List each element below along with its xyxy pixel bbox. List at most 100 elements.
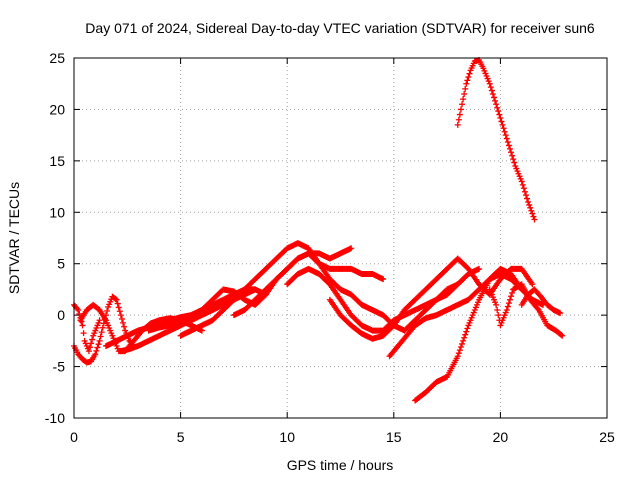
data-point-marker <box>509 289 516 296</box>
data-point-marker <box>529 281 536 288</box>
y-tick-label: 5 <box>57 256 65 272</box>
series-track-15 <box>518 286 564 317</box>
data-point-marker <box>529 210 536 217</box>
data-point-marker <box>462 85 469 92</box>
data-point-marker <box>500 125 507 132</box>
data-point-marker <box>522 192 529 199</box>
data-point-marker <box>525 199 532 205</box>
series-track-9 <box>284 265 483 334</box>
data-point-marker <box>518 178 525 185</box>
data-point-marker <box>88 340 95 347</box>
data-point-marker <box>76 310 83 317</box>
x-tick-label: 25 <box>599 429 615 445</box>
data-point-marker <box>98 329 105 336</box>
data-point-marker <box>198 327 205 334</box>
data-point-marker <box>489 91 496 97</box>
data-point-marker <box>494 307 501 313</box>
data-point-marker <box>495 312 502 319</box>
data-point-marker <box>89 336 96 343</box>
data-point-marker <box>519 181 526 188</box>
data-point-marker <box>559 332 566 339</box>
data-point-marker <box>495 108 502 115</box>
data-point-marker <box>454 121 461 128</box>
data-point-marker <box>486 80 493 87</box>
data-point-marker <box>460 96 467 103</box>
data-point-marker <box>118 316 125 322</box>
y-tick-label: 0 <box>57 307 65 323</box>
data-point-marker <box>462 331 469 338</box>
data-point-marker <box>504 303 511 310</box>
y-tick-label: 20 <box>49 101 65 117</box>
data-point-marker <box>455 350 462 357</box>
series-track-7 <box>177 240 387 339</box>
x-tick-label: 0 <box>70 429 78 445</box>
data-point-marker <box>465 74 472 81</box>
data-point-marker <box>520 185 527 192</box>
data-point-marker <box>454 353 461 360</box>
data-point-marker <box>506 145 513 152</box>
data-series <box>71 57 566 404</box>
data-point-marker <box>505 300 512 307</box>
data-point-marker <box>380 276 387 283</box>
data-point-marker <box>464 77 471 84</box>
data-point-marker <box>508 149 515 156</box>
y-tick-label: 25 <box>49 50 65 66</box>
data-point-marker <box>528 207 535 214</box>
data-point-marker <box>92 351 99 358</box>
data-point-marker <box>115 304 122 311</box>
data-point-marker <box>521 188 528 195</box>
data-point-marker <box>463 328 470 335</box>
data-point-marker <box>104 308 111 315</box>
data-point-marker <box>79 322 86 329</box>
data-point-marker <box>113 296 120 303</box>
data-point-marker <box>459 340 466 347</box>
data-point-marker <box>459 101 466 108</box>
y-axis-label: SDTVAR / TECUs <box>6 182 22 294</box>
data-point-marker <box>99 324 106 331</box>
data-point-marker <box>96 337 103 344</box>
data-point-marker <box>86 344 93 351</box>
y-tick-label: 10 <box>49 204 65 220</box>
data-point-marker <box>510 156 517 163</box>
data-point-marker <box>488 87 495 94</box>
chart-title: Day 071 of 2024, Sidereal Day-to-day VTE… <box>85 20 595 36</box>
data-point-marker <box>460 337 467 344</box>
data-point-marker <box>74 305 81 312</box>
data-point-marker <box>494 104 501 111</box>
data-point-marker <box>508 293 515 300</box>
data-point-marker <box>496 111 503 118</box>
data-point-marker <box>120 319 127 326</box>
data-point-marker <box>114 300 121 307</box>
data-point-marker <box>457 344 464 351</box>
data-point-marker <box>524 195 531 202</box>
data-point-marker <box>457 106 464 113</box>
data-point-marker <box>557 310 564 317</box>
data-point-marker <box>461 334 468 341</box>
data-point-marker <box>93 347 100 354</box>
x-tick-label: 10 <box>279 429 295 445</box>
x-tick-label: 20 <box>493 429 509 445</box>
y-tick-label: 15 <box>49 153 65 169</box>
data-point-marker <box>464 325 471 332</box>
data-point-marker <box>116 308 123 315</box>
data-point-marker <box>502 132 509 139</box>
series-track-1 <box>71 301 103 355</box>
data-point-marker <box>501 128 508 135</box>
data-point-marker <box>463 80 470 87</box>
x-axis-label: GPS time / hours <box>287 457 394 473</box>
data-point-marker <box>493 301 500 308</box>
data-point-marker <box>80 330 87 337</box>
data-point-marker <box>94 344 101 351</box>
data-point-marker <box>498 118 505 125</box>
data-point-marker <box>531 216 538 223</box>
x-tick-label: 5 <box>177 429 185 445</box>
y-tick-label: -5 <box>53 359 66 375</box>
data-point-marker <box>526 201 533 208</box>
data-point-marker <box>503 135 510 142</box>
data-point-marker <box>530 213 537 220</box>
data-point-marker <box>85 348 92 355</box>
series-track-2 <box>71 293 137 366</box>
data-point-marker <box>499 121 506 128</box>
